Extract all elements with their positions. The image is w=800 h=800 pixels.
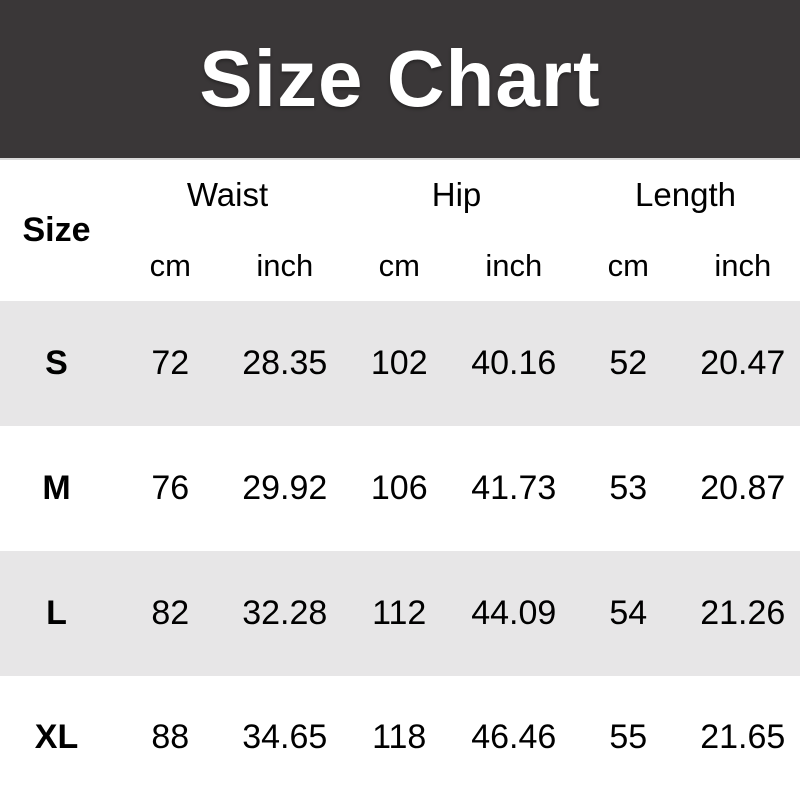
length-inch-value: 21.65 — [700, 717, 786, 756]
table-row-l: L 82 32.28 112 44.09 54 21.26 — [0, 551, 800, 676]
length-cm-value: 55 — [609, 717, 648, 756]
hip-inch-value: 40.16 — [471, 344, 557, 382]
subheader-hip-inch: inch — [485, 247, 543, 283]
waist-inch-value: 32.28 — [242, 594, 328, 632]
column-group-hip: Hip — [431, 176, 482, 214]
row-size-label: L — [46, 594, 67, 632]
subheader-waist-cm: cm — [149, 247, 191, 283]
page-title: Size Chart — [199, 34, 601, 123]
waist-cm-value: 72 — [151, 344, 190, 382]
subheader-hip-cm: cm — [378, 247, 420, 283]
hip-inch-value: 41.73 — [471, 469, 557, 507]
hip-cm-value: 118 — [372, 717, 427, 756]
table-header: Size Waist Hip Length cm inch cm inch cm… — [0, 160, 800, 301]
length-inch-value: 20.47 — [700, 344, 786, 382]
hip-cm-value: 106 — [370, 469, 428, 507]
column-group-length: Length — [635, 176, 736, 214]
length-cm-value: 54 — [609, 594, 648, 632]
hip-cm-value: 102 — [370, 344, 428, 382]
length-inch-value: 20.87 — [700, 469, 786, 507]
subheader-length-inch: inch — [714, 247, 772, 283]
table-row-s: S 72 28.35 102 40.16 52 20.47 — [0, 301, 800, 426]
table-row-m: M 76 29.92 106 41.73 53 20.87 — [0, 426, 800, 551]
hip-inch-value: 46.46 — [471, 717, 557, 756]
hip-cm-value: 112 — [372, 594, 427, 632]
length-cm-value: 53 — [609, 469, 648, 507]
waist-cm-value: 88 — [151, 717, 190, 756]
column-header-size: Size — [22, 211, 91, 249]
banner: Size Chart — [0, 0, 800, 160]
row-size-label: S — [45, 344, 68, 382]
waist-cm-value: 76 — [151, 469, 190, 507]
hip-inch-value: 44.09 — [471, 594, 557, 632]
waist-inch-value: 34.65 — [242, 717, 328, 756]
length-inch-value: 21.26 — [700, 594, 786, 632]
waist-cm-value: 82 — [151, 594, 190, 632]
row-size-label: M — [42, 469, 71, 507]
waist-inch-value: 28.35 — [242, 344, 328, 382]
length-cm-value: 52 — [609, 344, 648, 382]
waist-inch-value: 29.92 — [242, 469, 328, 507]
subheader-length-cm: cm — [607, 247, 649, 283]
table-row-xl: XL 88 34.65 118 46.46 55 21.65 — [0, 676, 800, 798]
row-size-label: XL — [34, 717, 79, 756]
subheader-waist-inch: inch — [256, 247, 314, 283]
column-group-waist: Waist — [186, 176, 269, 214]
